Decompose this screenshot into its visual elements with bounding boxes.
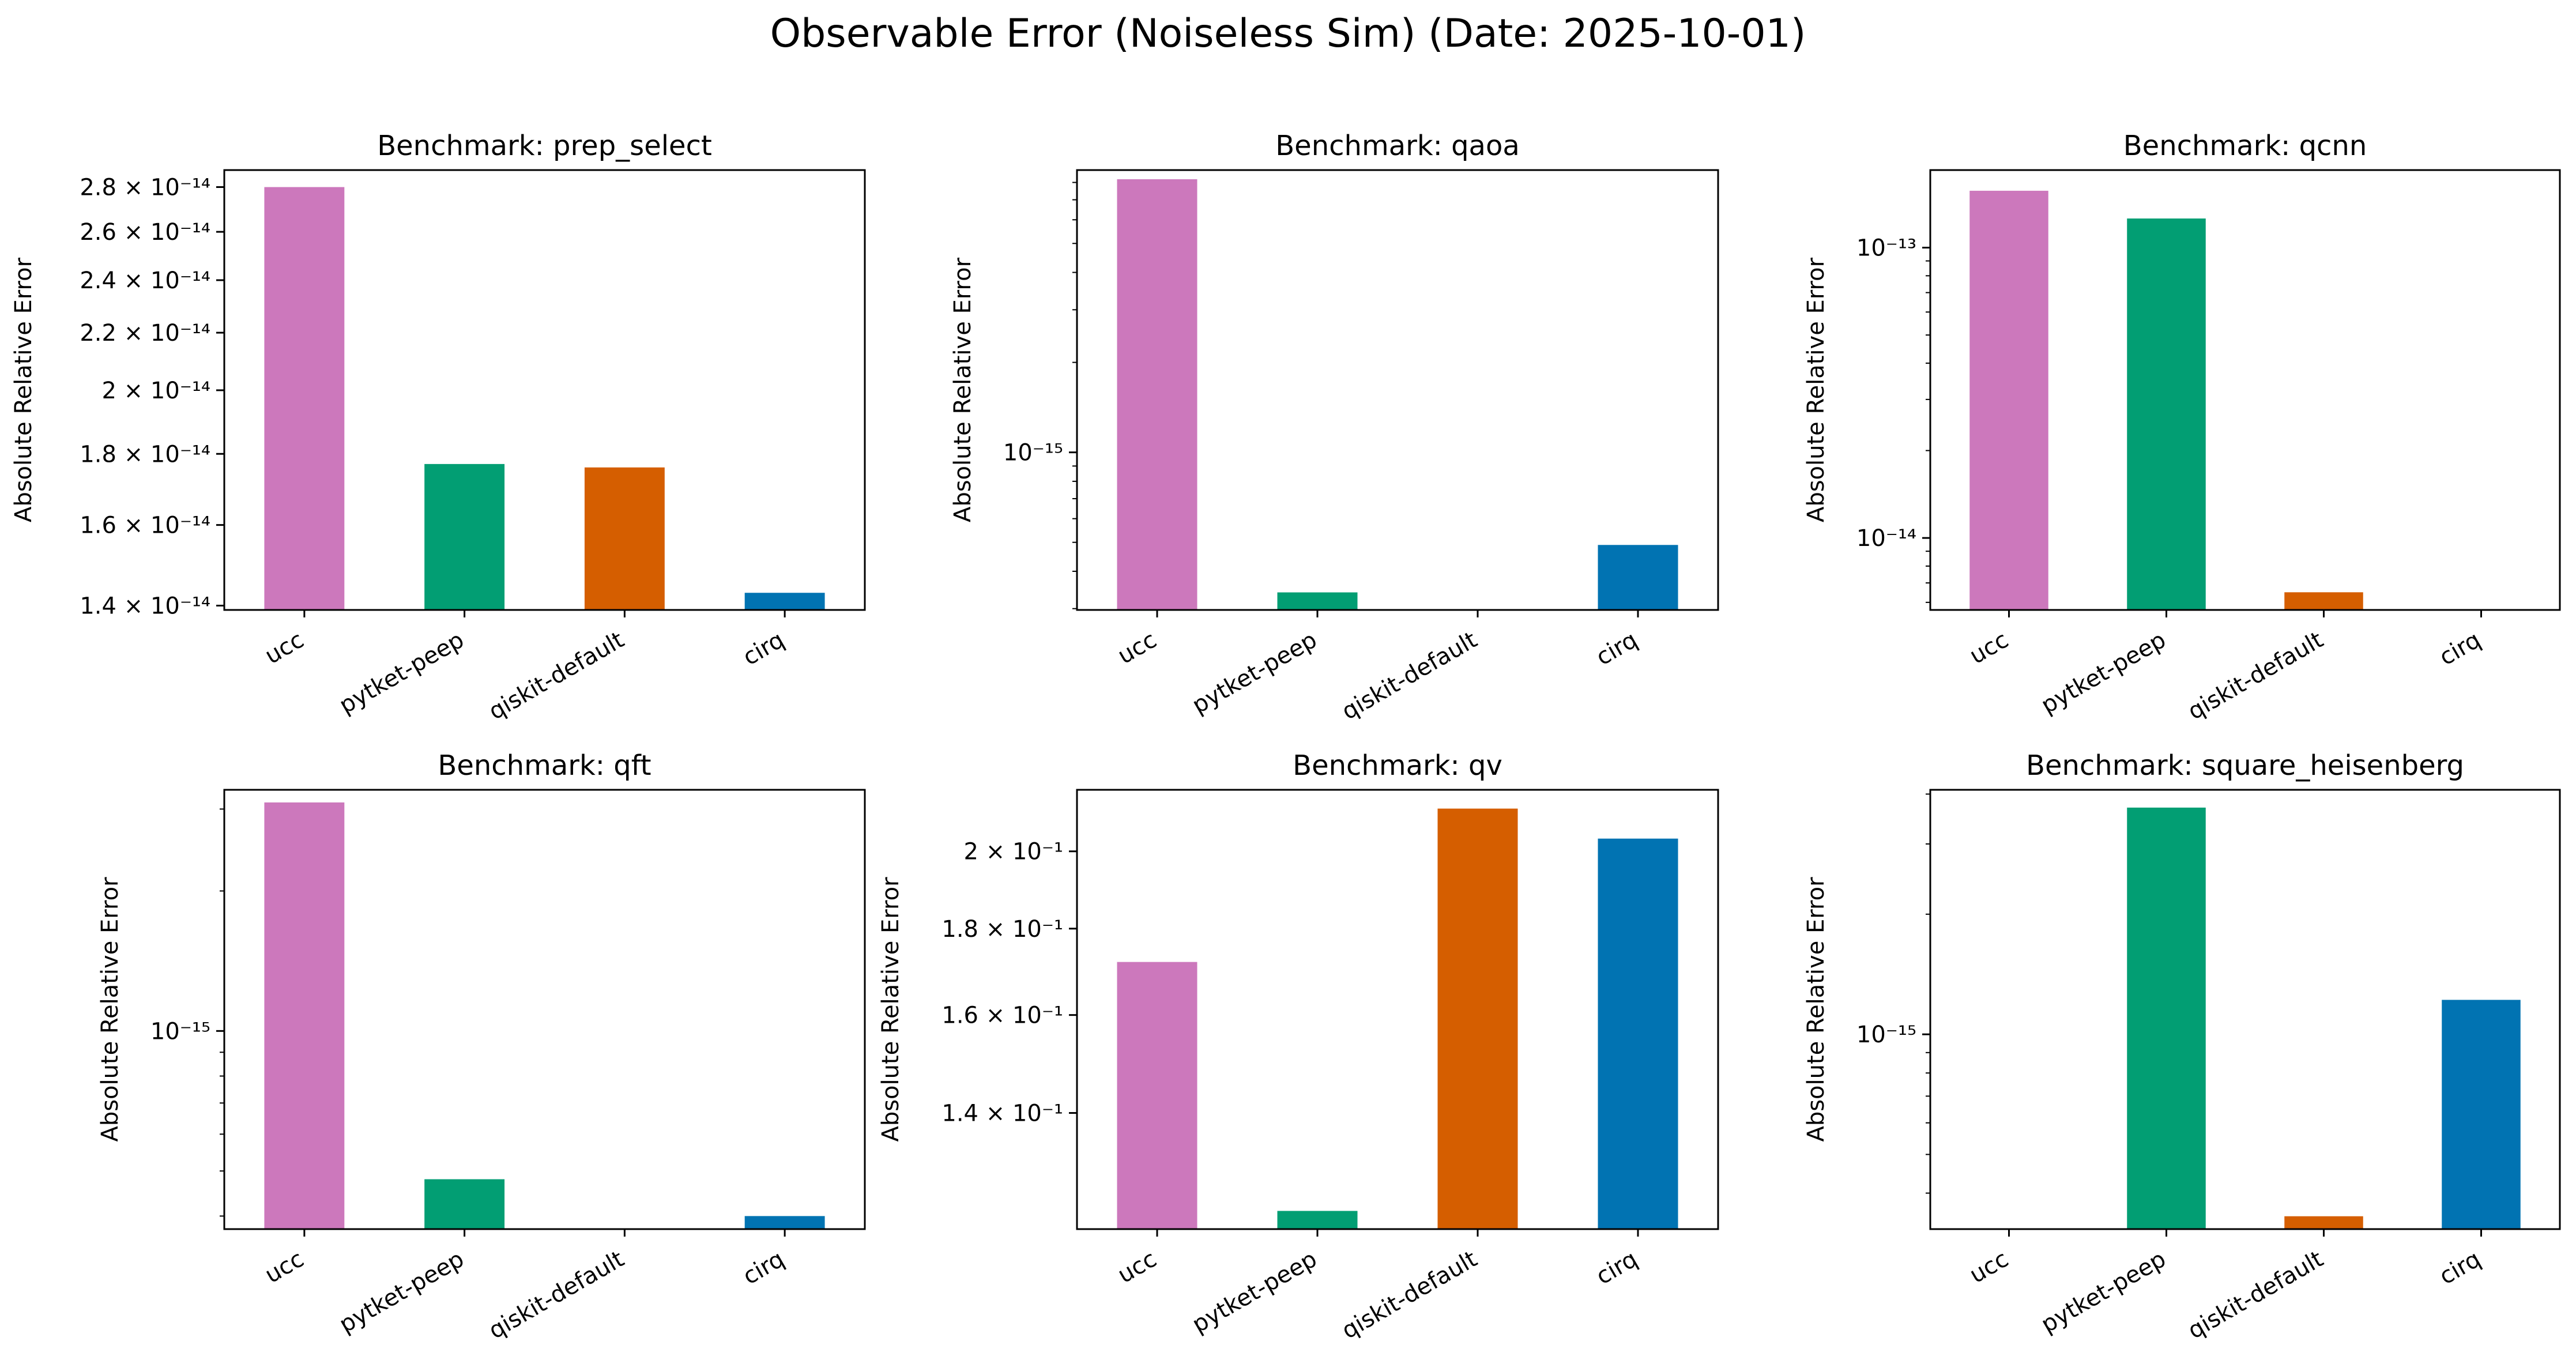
bar-ucc bbox=[264, 802, 345, 1229]
y-axis-label: Absolute Relative Error bbox=[950, 257, 976, 522]
bar-qiskit-default bbox=[1437, 808, 1518, 1229]
x-tick-label: cirq bbox=[1592, 1246, 1642, 1290]
chart-panel-qft: ucc pytket-peep qiskit-default cirq 10⁻¹⁵ Ben… bbox=[97, 749, 866, 1344]
y-axis-label: Absolute Relative Error bbox=[1803, 257, 1829, 522]
y-tick-label: 1.4 × 10⁻¹ bbox=[941, 1101, 1063, 1127]
x-tick-label: ucc bbox=[1113, 627, 1161, 670]
y-axis-label: Absolute Relative Error bbox=[878, 877, 904, 1142]
y-tick-label: 2.2 × 10⁻¹⁴ bbox=[80, 320, 210, 346]
chart-panel-qaoa: ucc pytket-peep qiskit-default cirq 10⁻¹⁵ Ben… bbox=[950, 130, 1719, 725]
plot-area-frame bbox=[1076, 789, 1719, 1230]
y-tick-label: 1.8 × 10⁻¹ bbox=[941, 916, 1063, 943]
subplot-title: Benchmark: qv bbox=[1293, 749, 1502, 782]
bar-pytket-peep bbox=[2127, 218, 2206, 611]
plot-area-frame bbox=[1076, 169, 1719, 611]
bar-pytket-peep bbox=[424, 464, 505, 610]
x-tick-label: ucc bbox=[1965, 1246, 2013, 1289]
x-tick-label: ucc bbox=[1113, 1246, 1161, 1289]
y-tick-label: 2.6 × 10⁻¹⁴ bbox=[80, 219, 210, 246]
y-tick-label: 2.4 × 10⁻¹⁴ bbox=[80, 267, 210, 294]
x-tick-label: pytket-peep bbox=[1188, 1246, 1321, 1338]
bar-qiskit-default bbox=[2284, 1216, 2363, 1229]
bar-cirq bbox=[744, 593, 825, 610]
bar-ucc bbox=[264, 187, 345, 611]
plot-area-frame bbox=[1929, 169, 2561, 611]
y-tick-label: 1.4 × 10⁻¹⁴ bbox=[80, 593, 210, 619]
x-tick-label: ucc bbox=[1965, 627, 2013, 670]
y-tick-label: 10⁻¹⁴ bbox=[1856, 525, 1916, 552]
y-tick-label: 1.6 × 10⁻¹ bbox=[941, 1003, 1063, 1029]
x-tick-label: qiskit-default bbox=[1338, 627, 1482, 725]
subplot-title: Benchmark: qaoa bbox=[1275, 130, 1520, 162]
y-axis-label: Absolute Relative Error bbox=[1803, 877, 1829, 1142]
x-tick-label: cirq bbox=[2435, 1246, 2485, 1290]
subplot-title: Benchmark: qcnn bbox=[2123, 130, 2367, 162]
figure-title: Observable Error (Noiseless Sim) (Date: … bbox=[770, 11, 1806, 56]
x-tick-label: qiskit-default bbox=[2183, 627, 2328, 725]
y-tick-label: 10⁻¹⁵ bbox=[150, 1018, 210, 1045]
y-axis-label: Absolute Relative Error bbox=[97, 877, 123, 1142]
chart-panel-prep-select: ucc pytket-peep qiskit-default cirq 1.4 × 10… bbox=[10, 130, 866, 725]
x-tick-label: pytket-peep bbox=[1188, 627, 1321, 719]
bar-pytket-peep bbox=[1277, 592, 1358, 610]
x-tick-label: pytket-peep bbox=[2037, 627, 2171, 719]
y-tick-label: 2 × 10⁻¹⁴ bbox=[102, 378, 210, 404]
x-tick-label: pytket-peep bbox=[335, 1246, 469, 1338]
bar-qiskit-default bbox=[584, 467, 665, 610]
y-tick-label: 2 × 10⁻¹ bbox=[964, 839, 1063, 865]
subplot-title: Benchmark: square_heisenberg bbox=[2026, 749, 2464, 782]
subplot-title: Benchmark: prep_select bbox=[377, 130, 712, 162]
x-tick-label: cirq bbox=[739, 627, 789, 671]
x-tick-label: ucc bbox=[261, 627, 308, 670]
plot-area-frame bbox=[223, 169, 866, 611]
chart-panel-square-heisenberg: ucc pytket-peep qiskit-default cirq 10⁻¹⁵ Ben… bbox=[1803, 749, 2561, 1344]
bar-ucc bbox=[1117, 962, 1197, 1229]
bar-qiskit-default bbox=[2284, 592, 2363, 610]
x-tick-label: qiskit-default bbox=[484, 627, 628, 725]
x-tick-label: cirq bbox=[2435, 627, 2485, 671]
y-tick-label: 10⁻¹³ bbox=[1856, 235, 1916, 262]
x-tick-label: pytket-peep bbox=[2037, 1246, 2171, 1338]
bar-ucc bbox=[1969, 190, 2048, 610]
x-tick-label: cirq bbox=[1592, 627, 1642, 671]
chart-panel-qcnn: ucc pytket-peep qiskit-default cirq 10⁻¹⁴ 10⁻… bbox=[1803, 130, 2561, 725]
bar-ucc bbox=[1117, 179, 1197, 610]
x-tick-label: ucc bbox=[261, 1246, 308, 1289]
bar-pytket-peep bbox=[424, 1179, 505, 1229]
chart-panel-qv: ucc pytket-peep qiskit-default cirq 1.4 × 10… bbox=[878, 749, 1719, 1344]
y-tick-label: 2.8 × 10⁻¹⁴ bbox=[80, 175, 210, 201]
bar-cirq bbox=[744, 1216, 825, 1229]
y-axis-label: Absolute Relative Error bbox=[10, 257, 37, 522]
plot-area-frame bbox=[1929, 789, 2561, 1230]
bar-cirq bbox=[1598, 545, 1678, 610]
plot-area-frame bbox=[223, 789, 866, 1230]
x-tick-label: pytket-peep bbox=[335, 627, 469, 719]
subplot-title: Benchmark: qft bbox=[438, 749, 651, 782]
y-tick-label: 1.6 × 10⁻¹⁴ bbox=[80, 513, 210, 539]
x-tick-label: qiskit-default bbox=[1338, 1246, 1482, 1344]
y-tick-label: 10⁻¹⁵ bbox=[1003, 440, 1063, 466]
x-tick-label: qiskit-default bbox=[2183, 1246, 2328, 1344]
bar-pytket-peep bbox=[1277, 1211, 1358, 1229]
bar-pytket-peep bbox=[2127, 807, 2206, 1229]
y-tick-label: 10⁻¹⁵ bbox=[1856, 1022, 1916, 1048]
y-tick-label: 1.8 × 10⁻¹⁴ bbox=[80, 441, 210, 468]
bar-cirq bbox=[1598, 838, 1678, 1229]
x-tick-label: qiskit-default bbox=[484, 1246, 628, 1344]
bar-cirq bbox=[2442, 1000, 2521, 1229]
x-tick-label: cirq bbox=[739, 1246, 789, 1290]
